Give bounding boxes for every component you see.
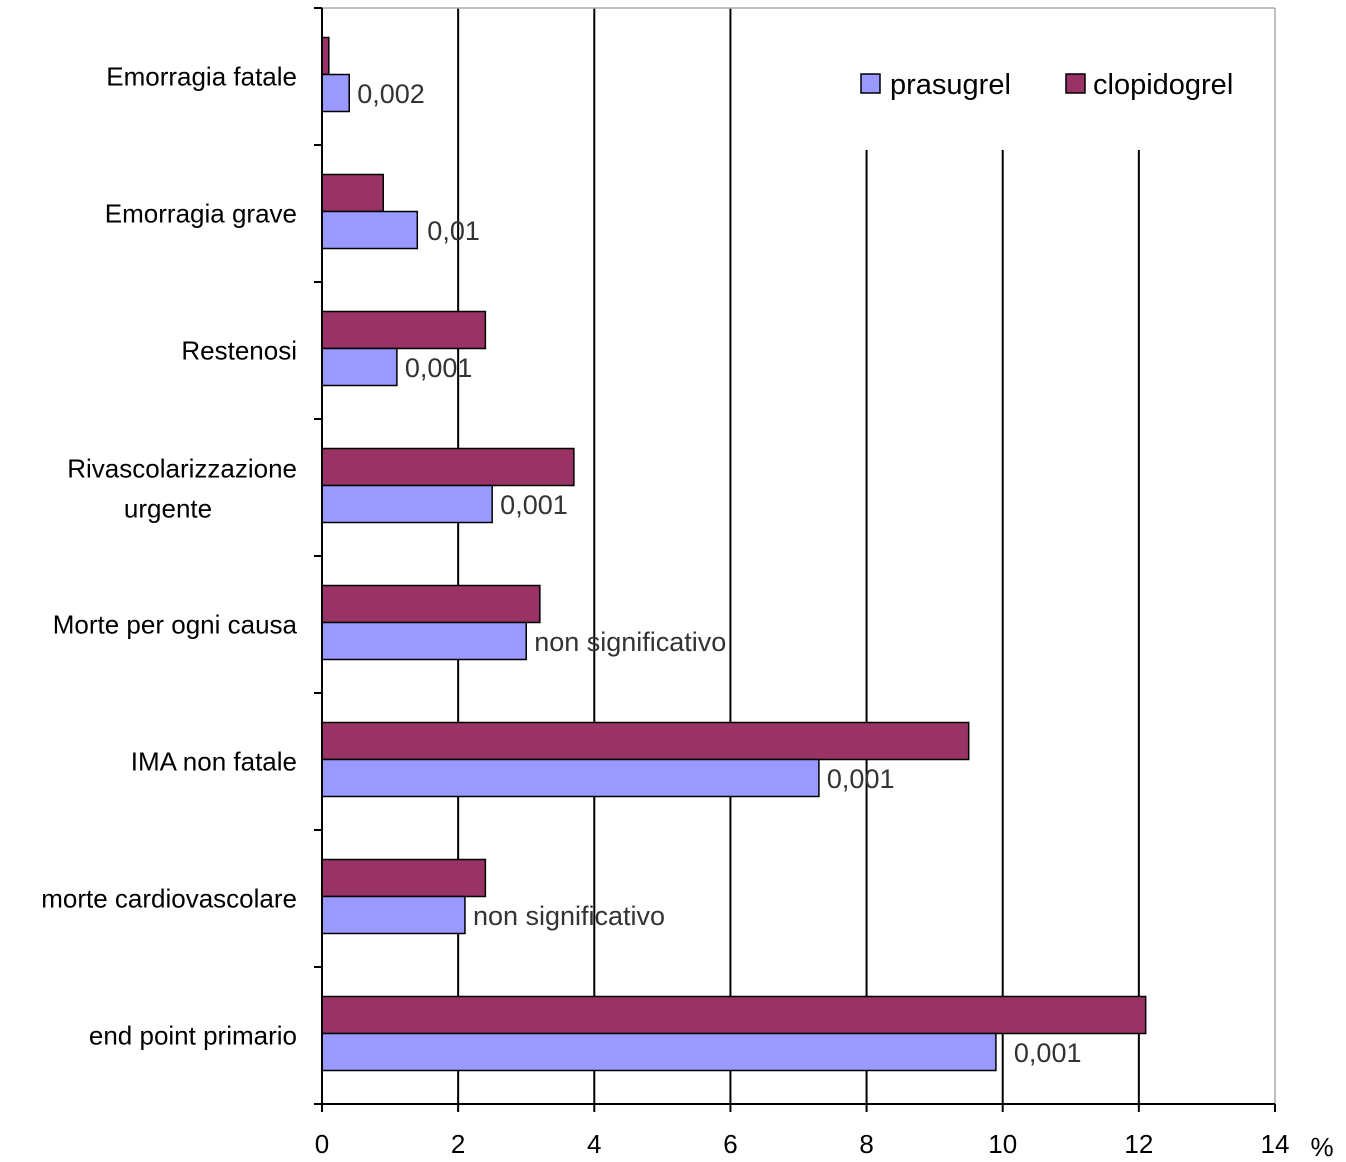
category-label: urgente <box>124 494 212 524</box>
p-value-label: non significativo <box>473 901 665 931</box>
x-tick-label: 4 <box>587 1129 601 1159</box>
bar-prasugrel <box>321 1032 997 1072</box>
p-value-labels: 0,002 0,01 0,001 0,001 non significativo 0,00… <box>357 79 1081 1068</box>
bar-prasugrel <box>321 621 527 661</box>
bar-clopidogrel <box>321 310 487 350</box>
p-value-label: 0,001 <box>827 764 895 794</box>
bar-clopidogrel <box>321 173 385 213</box>
x-tick-label: 6 <box>723 1129 737 1159</box>
p-value-label: 0,001 <box>405 353 473 383</box>
x-unit-label: % <box>1310 1132 1333 1162</box>
category-label: morte cardiovascolare <box>41 884 297 914</box>
gridlines <box>457 8 1140 1104</box>
bar-clopidogrel <box>321 721 970 761</box>
p-value-label: non significativo <box>534 627 726 657</box>
bar-prasugrel <box>321 73 350 113</box>
bar-prasugrel <box>321 895 466 935</box>
bar-clopidogrel <box>321 584 541 624</box>
x-tick-label: 2 <box>451 1129 465 1159</box>
bars <box>321 36 1147 1072</box>
bar-clopidogrel <box>321 858 487 898</box>
p-value-label: 0,001 <box>1014 1038 1082 1068</box>
tick-labels: 0 2 4 6 8 10 12 14% <box>315 1129 1334 1162</box>
bar-prasugrel <box>321 210 419 250</box>
category-label: Morte per ogni causa <box>53 610 298 640</box>
category-label: IMA non fatale <box>131 747 297 777</box>
x-tick-label: 12 <box>1124 1129 1153 1159</box>
x-tick-label: 0 <box>315 1129 329 1159</box>
p-value-label: 0,01 <box>427 216 480 246</box>
category-label: Emorragia grave <box>105 199 297 229</box>
bar-clopidogrel <box>321 995 1147 1035</box>
legend-label-prasugrel: prasugrel <box>890 69 1011 101</box>
legend-swatch-prasugrel <box>860 73 881 94</box>
category-label: Emorragia fatale <box>106 62 297 92</box>
legend: prasugrel clopidogrel <box>860 69 1233 101</box>
p-value-label: 0,002 <box>357 79 425 109</box>
x-tick-label: 14 <box>1261 1129 1290 1159</box>
p-value-label: 0,001 <box>500 490 568 520</box>
axes <box>314 7 1276 1112</box>
legend-swatch-clopidogrel <box>1065 73 1086 94</box>
category-label: Rivascolarizzazione <box>67 454 297 484</box>
legend-label-clopidogrel: clopidogrel <box>1093 69 1233 101</box>
category-labels: Emorragia fatale Emorragia grave Restenosi… <box>41 62 297 1051</box>
bar-clopidogrel <box>321 36 330 76</box>
bar-prasugrel <box>321 484 493 524</box>
x-tick-label: 10 <box>988 1129 1017 1159</box>
bar-prasugrel <box>321 347 398 387</box>
bar-clopidogrel <box>321 447 575 487</box>
bar-prasugrel <box>321 758 820 798</box>
category-label: end point primario <box>89 1021 297 1051</box>
category-label: Restenosi <box>181 336 297 366</box>
x-tick-label: 8 <box>859 1129 873 1159</box>
